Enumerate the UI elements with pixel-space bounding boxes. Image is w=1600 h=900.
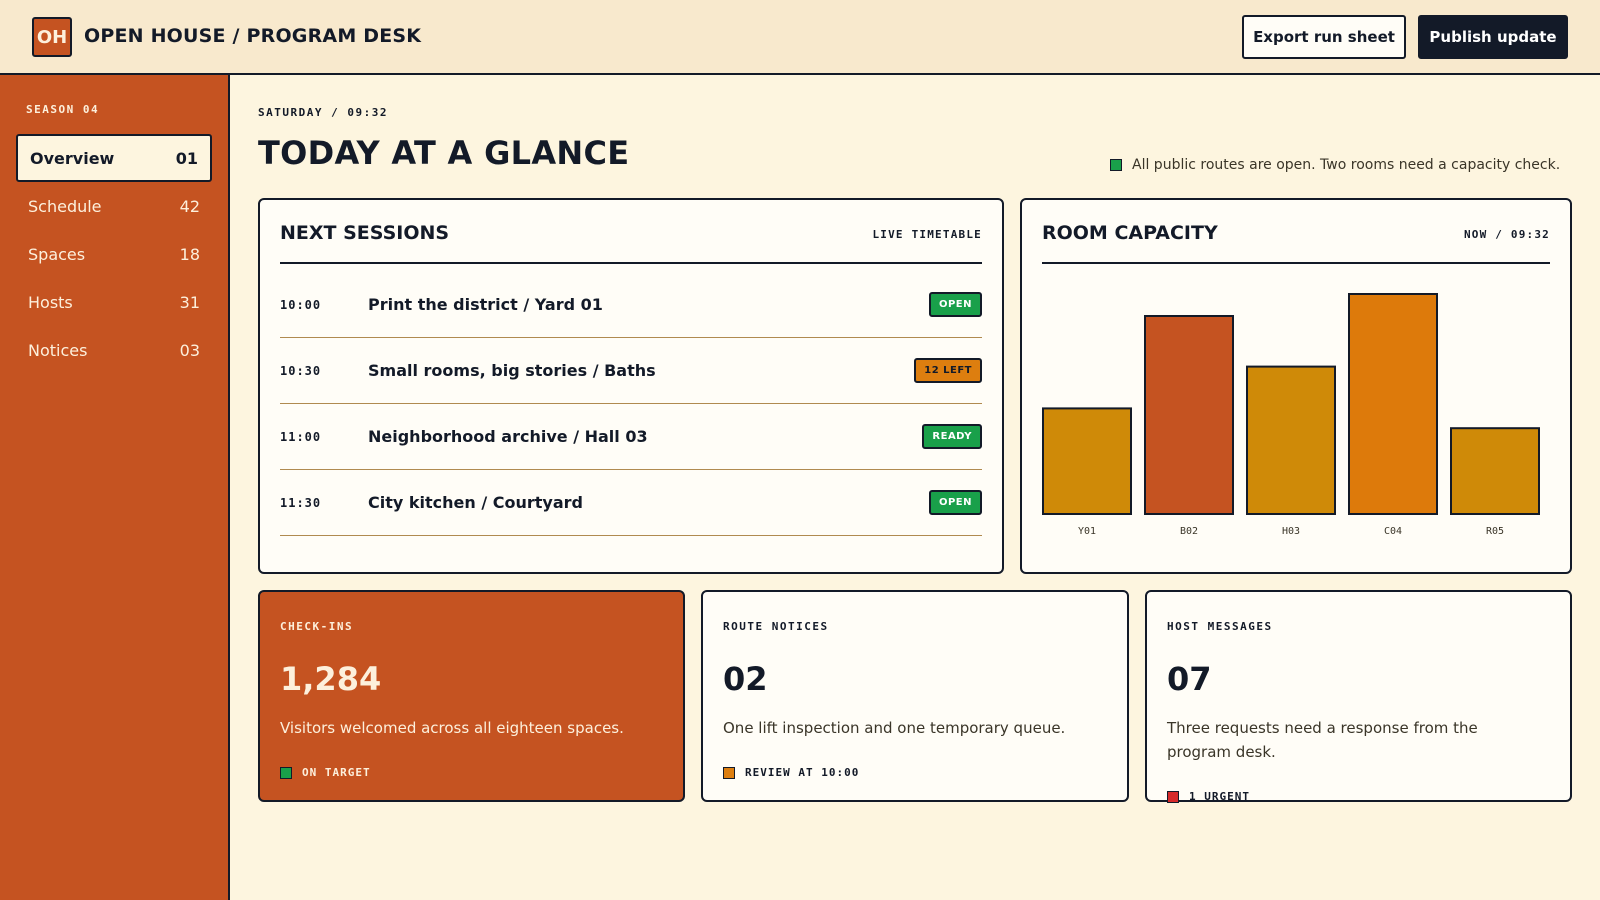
card-title: ROOM CAPACITY	[1042, 222, 1218, 244]
publish-update-button[interactable]: Publish update	[1418, 15, 1568, 59]
status-badge: OPEN	[928, 292, 982, 317]
sidebar-item-hosts[interactable]: Hosts 31	[16, 278, 212, 326]
sidebar-item-count: 18	[179, 244, 200, 264]
sidebar-item-overview[interactable]: Overview 01	[16, 134, 212, 182]
status-badge: 12 LEFT	[914, 358, 982, 383]
sidebar-item-label: Notices	[28, 340, 88, 360]
sidebar-item-label: Spaces	[28, 244, 86, 264]
sidebar-item-count: 31	[179, 292, 200, 312]
card-title: NEXT SESSIONS	[280, 222, 450, 244]
sidebar-item-label: Overview	[30, 148, 115, 168]
stat-footer-text: 1 URGENT	[1189, 790, 1250, 803]
room-capacity-card: ROOM CAPACITY NOW / 09:32 Y01 B02 H03 C04 R0…	[1020, 198, 1572, 574]
page-kicker: SATURDAY / 09:32	[258, 106, 388, 119]
stat-description: One lift inspection and one temporary qu…	[723, 719, 1066, 737]
session-row[interactable]: 10:30 Small rooms, big stories / Baths 1…	[280, 338, 982, 404]
session-time: 11:00	[280, 429, 322, 444]
bar-c04	[1348, 293, 1438, 515]
bar-y01	[1042, 407, 1132, 515]
sidebar-item-label: Schedule	[28, 196, 102, 216]
sidebar-item-count: 42	[179, 196, 200, 216]
session-title: City kitchen / Courtyard	[368, 493, 583, 512]
session-time: 10:30	[280, 363, 322, 378]
status-indicator-icon	[723, 766, 735, 779]
bar-r05	[1450, 427, 1540, 515]
status-indicator-icon	[280, 766, 292, 779]
session-row[interactable]: 11:30 City kitchen / Courtyard OPEN	[280, 470, 982, 536]
stat-footer: ON TARGET	[280, 766, 371, 779]
stat-footer: 1 URGENT	[1167, 790, 1250, 803]
status-badge: OPEN	[928, 490, 982, 515]
card-tag: NOW / 09:32	[1463, 228, 1550, 241]
status-indicator-icon	[1167, 790, 1179, 803]
stat-value: 02	[723, 660, 768, 698]
session-title: Small rooms, big stories / Baths	[368, 361, 656, 380]
tick-label-r05: R05	[1486, 526, 1504, 537]
sidebar-item-spaces[interactable]: Spaces 18	[16, 230, 212, 278]
stat-footer-text: ON TARGET	[302, 766, 371, 779]
room-capacity-chart: Y01 B02 H03 C04 R05	[1042, 293, 1540, 537]
season-label: SEASON 04	[26, 103, 100, 116]
tick-label-y01: Y01	[1078, 526, 1096, 537]
stat-footer-text: REVIEW AT 10:00	[745, 766, 860, 779]
stat-label: CHECK-INS	[280, 620, 354, 633]
sidebar-item-notices[interactable]: Notices 03	[16, 326, 212, 374]
session-title: Neighborhood archive / Hall 03	[368, 427, 648, 446]
stat-description: Visitors welcomed across all eighteen sp…	[280, 719, 624, 737]
status-indicator-icon	[1110, 159, 1122, 171]
tick-label-b02: B02	[1180, 526, 1198, 537]
sidebar-item-count: 01	[175, 148, 198, 168]
session-row[interactable]: 11:00 Neighborhood archive / Hall 03 REA…	[280, 404, 982, 470]
next-sessions-card: NEXT SESSIONS LIVE TIMETABLE 10:00 Print…	[258, 198, 1004, 574]
card-tag: LIVE TIMETABLE	[872, 228, 982, 241]
sidebar-item-schedule[interactable]: Schedule 42	[16, 182, 212, 230]
check-ins-card[interactable]: CHECK-INS 1,284 Visitors welcomed across…	[258, 590, 685, 802]
stat-description: Three requests need a response from the …	[1167, 719, 1478, 761]
stat-label: ROUTE NOTICES	[723, 620, 829, 633]
card-header: ROOM CAPACITY NOW / 09:32	[1042, 222, 1550, 264]
sidebar: SEASON 04 Overview 01 Schedule 42 Spaces…	[0, 75, 230, 900]
host-messages-card[interactable]: HOST MESSAGES 07 Three requests need a r…	[1145, 590, 1572, 803]
sidebar-item-label: Hosts	[28, 292, 73, 312]
status-badge: READY	[922, 424, 982, 449]
session-row[interactable]: 10:00 Print the district / Yard 01 OPEN	[280, 272, 982, 338]
card-header: NEXT SESSIONS LIVE TIMETABLE	[280, 222, 982, 264]
app-logo[interactable]: OH	[32, 17, 72, 57]
top-bar: OH OPEN HOUSE / PROGRAM DESK Export run …	[0, 0, 1600, 75]
export-run-sheet-button[interactable]: Export run sheet	[1242, 15, 1406, 59]
tick-label-c04: C04	[1384, 526, 1402, 537]
session-title: Print the district / Yard 01	[368, 295, 603, 314]
session-time: 11:30	[280, 495, 322, 510]
stat-value: 1,284	[280, 660, 382, 698]
page-title: TODAY AT A GLANCE	[258, 134, 630, 172]
status-message: All public routes are open. Two rooms ne…	[1110, 157, 1560, 173]
bar-h03	[1246, 365, 1336, 515]
bar-b02	[1144, 315, 1234, 515]
stat-value: 07	[1167, 660, 1212, 698]
session-time: 10:00	[280, 297, 322, 312]
app-title: OPEN HOUSE / PROGRAM DESK	[84, 25, 422, 47]
status-text: All public routes are open. Two rooms ne…	[1132, 157, 1561, 173]
sidebar-item-count: 03	[179, 340, 200, 360]
stat-label: HOST MESSAGES	[1167, 620, 1273, 633]
stat-footer: REVIEW AT 10:00	[723, 766, 859, 779]
tick-label-h03: H03	[1282, 526, 1300, 537]
route-notices-card[interactable]: ROUTE NOTICES 02 One lift inspection and…	[701, 590, 1129, 802]
